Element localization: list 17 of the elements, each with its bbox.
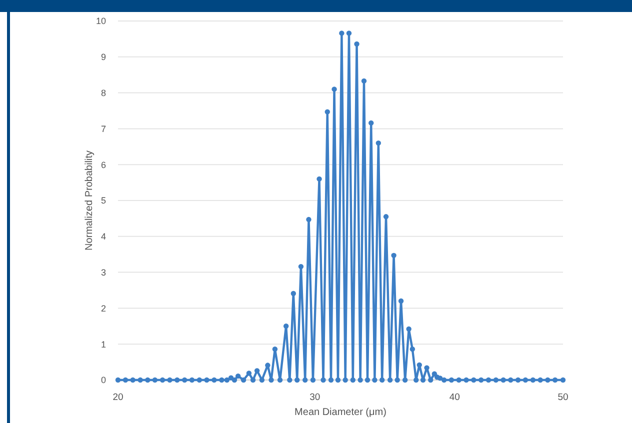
y-tick-label: 1: [100, 339, 106, 350]
x-tick-label: 40: [449, 392, 460, 403]
y-tick-label: 6: [100, 160, 106, 170]
x-tick-label: 30: [310, 392, 320, 403]
y-tick-label: 0: [100, 375, 106, 386]
x-tick-label: 50: [558, 392, 568, 403]
y-axis-title: Normalized Probability: [84, 150, 95, 251]
x-axis-title: Mean Diameter (μm): [294, 407, 386, 418]
y-tick-label: 7: [100, 124, 106, 134]
y-tick-label: 10: [96, 16, 106, 26]
y-tick-label: 2: [100, 303, 106, 314]
y-tick-label: 9: [100, 52, 106, 62]
y-tick-label: 5: [100, 196, 106, 206]
y-tick-label: 3: [100, 267, 106, 278]
y-tick-label: 8: [100, 88, 106, 98]
x-tick-label: 20: [112, 392, 124, 403]
y-tick-label: 4: [100, 232, 106, 242]
